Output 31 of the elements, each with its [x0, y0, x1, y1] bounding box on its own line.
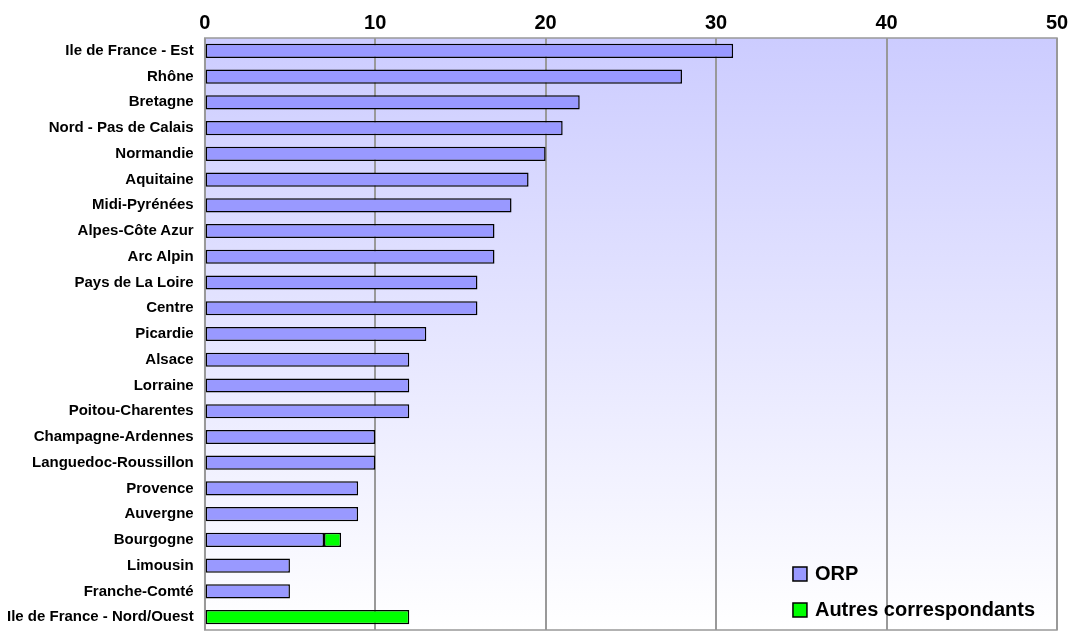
y-tick-label: Pays de La Loire: [74, 272, 194, 290]
y-tick-label: Nord - Pas de Calais: [48, 118, 194, 136]
x-tick-label: 40: [875, 10, 898, 33]
y-tick-label: Alsace: [145, 349, 194, 367]
x-tick-label: 50: [1045, 10, 1069, 33]
y-tick-label: Aquitaine: [125, 169, 194, 187]
y-tick-label: Poitou-Charentes: [68, 401, 194, 419]
y-tick-label: Rhône: [147, 66, 194, 84]
y-tick-label: Normandie: [115, 143, 194, 161]
y-tick-label: Bretagne: [128, 92, 194, 110]
y-tick-label: Franche-Comté: [83, 581, 194, 599]
y-tick-label: Centre: [146, 298, 194, 316]
legend-label: ORP: [814, 561, 859, 584]
y-tick-label: Picardie: [135, 324, 194, 342]
legend-label: Autres correspondants: [814, 597, 1036, 620]
x-tick-label: 10: [364, 10, 387, 33]
x-tick-label: 20: [534, 10, 557, 33]
y-tick-label: Limousin: [127, 555, 194, 573]
y-tick-label: Provence: [126, 478, 194, 496]
y-tick-label: Languedoc-Roussillon: [32, 452, 194, 470]
y-tick-label: Bourgogne: [113, 530, 194, 548]
y-tick-label: Alpes-Côte Azur: [77, 221, 194, 239]
y-tick-label: Midi-Pyrénées: [91, 195, 194, 213]
y-tick-label: Ile de France - Nord/Ouest: [6, 607, 194, 625]
y-tick-label: Auvergne: [124, 504, 194, 522]
x-tick-label: 30: [704, 10, 728, 33]
y-tick-label: Lorraine: [133, 375, 194, 393]
y-tick-label: Champagne-Ardennes: [33, 427, 194, 445]
y-tick-label: Ile de France - Est: [65, 41, 194, 59]
x-tick-label: 0: [199, 10, 211, 33]
y-tick-label: Arc Alpin: [127, 246, 194, 264]
